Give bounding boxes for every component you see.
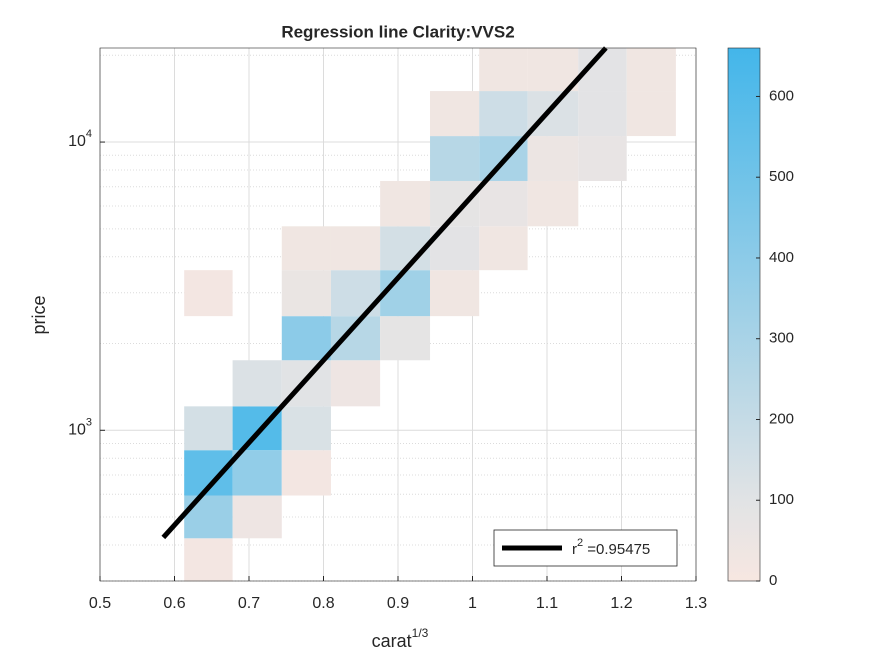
- colorbar-tick-label: 200: [769, 410, 794, 427]
- y-axis-label: price: [29, 295, 49, 334]
- heat-cell: [184, 538, 233, 582]
- heat-cell: [380, 270, 431, 317]
- heat-cell: [479, 180, 528, 227]
- heat-cell: [479, 226, 528, 271]
- y-tick-exp: 3: [86, 416, 92, 428]
- heat-cell: [430, 270, 480, 317]
- colorbar-tick-label: 500: [769, 168, 794, 185]
- heat-cell: [330, 360, 381, 407]
- x-tick-label: 1.1: [536, 595, 558, 612]
- heat-cell: [232, 450, 282, 496]
- heat-cell: [184, 270, 233, 317]
- heat-cell: [281, 316, 331, 361]
- colorbar-tick-label: 600: [769, 87, 794, 104]
- legend: r2 =0.95475: [493, 529, 678, 567]
- legend-name: r: [572, 541, 577, 558]
- heat-cell: [479, 48, 528, 92]
- heat-cell: [626, 48, 676, 92]
- x-label-sup: 1/3: [412, 626, 429, 640]
- heat-cell: [184, 406, 233, 451]
- legend-label: r2 =0.95475: [572, 537, 650, 558]
- y-tick-exp: 4: [86, 128, 92, 140]
- heat-cell: [527, 180, 579, 227]
- heat-cell: [527, 136, 579, 181]
- colorbar: [727, 47, 761, 582]
- colorbar-tick-label: 300: [769, 330, 794, 347]
- heat-cell: [626, 91, 676, 137]
- heat-cell: [281, 450, 331, 496]
- heat-cell: [232, 495, 282, 539]
- x-tick-label: 0.9: [387, 595, 409, 612]
- x-tick-label: 0.5: [89, 595, 111, 612]
- heat-cell: [330, 226, 381, 271]
- x-tick-label: 0.7: [238, 595, 260, 612]
- y-tick-base: 10: [68, 133, 86, 150]
- heat-cell: [380, 316, 431, 361]
- heat-cell: [578, 91, 627, 137]
- colorbar-tick-label: 100: [769, 491, 794, 508]
- heat-cell: [527, 48, 579, 92]
- heat-cell: [578, 136, 627, 181]
- regression-line: [161, 46, 608, 540]
- legend-rest: =0.95475: [583, 541, 650, 558]
- y-tick-base: 10: [68, 422, 86, 439]
- x-tick-label: 1: [468, 595, 477, 612]
- heat-cell: [281, 226, 331, 271]
- colorbar-tick-label: 0: [769, 572, 777, 589]
- y-tick-label: 103: [68, 416, 92, 438]
- heat-cell: [380, 180, 431, 227]
- heat-cell: [232, 360, 282, 407]
- heat-cell: [430, 136, 480, 181]
- heat-cell: [430, 91, 480, 137]
- colorbar-tick-label: 400: [769, 249, 794, 266]
- y-tick-label: 104: [68, 128, 92, 150]
- heat-cell: [184, 495, 233, 539]
- heat-cell: [479, 91, 528, 137]
- heat-cell: [281, 406, 331, 451]
- chart-title: Regression line Clarity:VVS2: [281, 22, 514, 41]
- x-tick-label: 0.8: [312, 595, 334, 612]
- x-axis-label: carat1/3: [372, 626, 429, 651]
- legend-sup: 2: [577, 537, 583, 549]
- heat-cell: [281, 270, 331, 317]
- x-label-text: carat: [372, 631, 412, 651]
- x-tick-label: 1.3: [685, 595, 707, 612]
- x-tick-label: 0.6: [163, 595, 185, 612]
- heat-cell: [430, 180, 480, 227]
- x-tick-label: 1.2: [610, 595, 632, 612]
